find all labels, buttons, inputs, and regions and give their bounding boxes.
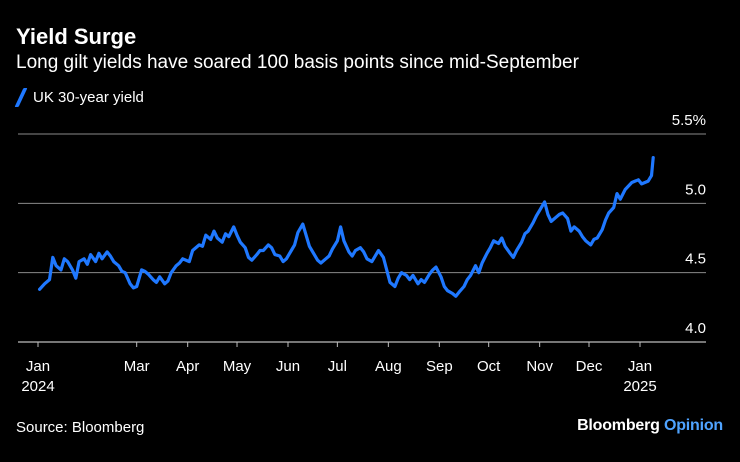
x-tick-label: Jan xyxy=(628,358,652,375)
source-note: Source: Bloomberg xyxy=(16,419,145,436)
y-tick-label: 4.5 xyxy=(685,251,706,268)
x-tick-label: Mar xyxy=(124,358,150,375)
brand-suffix: Opinion xyxy=(663,417,723,434)
legend-label: UK 30-year yield xyxy=(33,89,144,106)
x-tick-year-label: 2024 xyxy=(21,378,54,395)
y-tick-label: 4.0 xyxy=(685,320,706,337)
brand-logo: Bloomberg Opinion xyxy=(577,417,723,435)
x-tick-label: Jan xyxy=(26,358,50,375)
x-tick-label: Nov xyxy=(526,358,553,375)
x-tick-label: Sep xyxy=(426,358,453,375)
x-tick-label: Jul xyxy=(328,358,347,375)
chart-title: Yield Surge xyxy=(16,24,137,49)
chart-subtitle: Long gilt yields have soared 100 basis p… xyxy=(16,52,579,73)
y-tick-label: 5.0 xyxy=(685,181,706,198)
series-line-uk-30-year-yield xyxy=(37,156,655,298)
x-tick-label: Aug xyxy=(375,358,402,375)
y-tick-label: 5.5% xyxy=(672,112,706,129)
x-tick-label: Apr xyxy=(176,358,199,375)
x-tick-label: Jun xyxy=(276,358,300,375)
legend: UK 30-year yield xyxy=(16,89,144,106)
x-tick-year-label: 2025 xyxy=(623,378,656,395)
x-tick-label: Dec xyxy=(576,358,603,375)
x-tick-label: Oct xyxy=(477,358,501,375)
x-tick-label: May xyxy=(223,358,252,375)
brand-name: Bloomberg xyxy=(577,417,660,434)
